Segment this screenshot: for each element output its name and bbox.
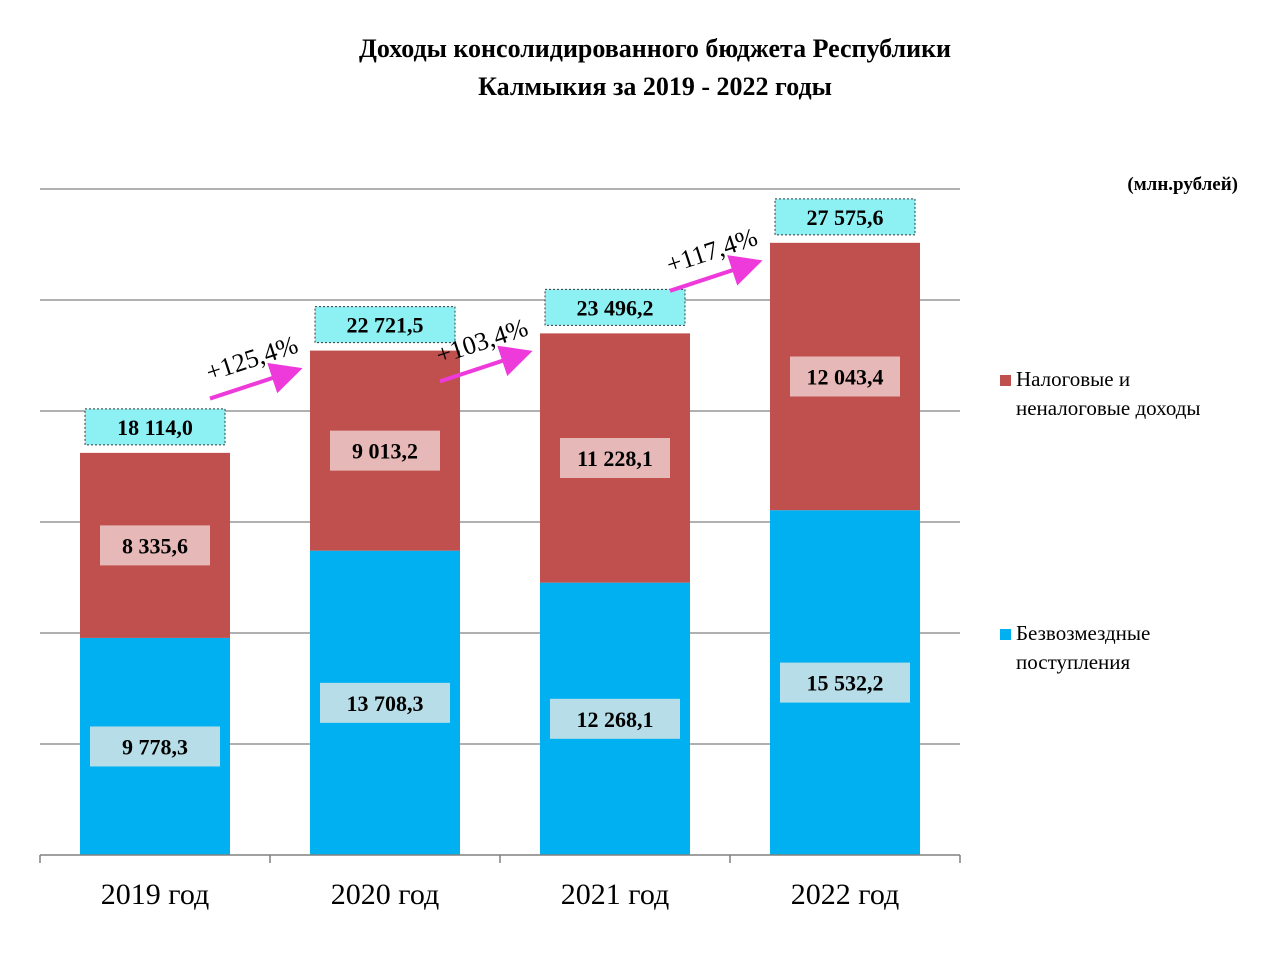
total-label-box xyxy=(774,198,916,236)
legend-swatch xyxy=(1000,629,1011,640)
data-label: 12 268,1 xyxy=(577,707,654,732)
data-label: 15 532,2 xyxy=(807,671,884,696)
x-tick-label: 2021 год xyxy=(561,878,669,911)
data-label-box xyxy=(90,726,220,767)
data-label: 8 335,6 xyxy=(122,533,188,558)
growth-label: +125,4% xyxy=(202,330,301,387)
total-label-box xyxy=(314,306,456,344)
total-label: 23 496,2 xyxy=(577,295,654,320)
total-label: 22 721,5 xyxy=(347,313,424,338)
chart-title-line-1: Доходы консолидированного бюджета Респуб… xyxy=(359,34,951,63)
data-label: 12 043,4 xyxy=(807,365,884,390)
legend-label: неналоговые доходы xyxy=(1016,396,1201,420)
unit-label: (млн.рублей) xyxy=(1127,174,1238,195)
total-label: 18 114,0 xyxy=(117,415,193,440)
total-label: 27 575,6 xyxy=(807,205,884,230)
data-label-box xyxy=(330,430,440,471)
total-label-box xyxy=(544,288,686,326)
x-tick-label: 2019 год xyxy=(101,878,209,911)
data-label: 13 708,3 xyxy=(347,691,424,716)
data-label-box xyxy=(550,698,680,739)
data-label-box xyxy=(100,525,210,566)
legend-label: Налоговые и xyxy=(1016,367,1130,391)
data-label-box xyxy=(790,356,900,397)
legend-label: поступления xyxy=(1016,650,1130,674)
x-tick-label: 2020 год xyxy=(331,878,439,911)
data-label: 11 228,1 xyxy=(577,446,653,471)
legend-label: Безвозмездные xyxy=(1016,621,1150,645)
data-label-box xyxy=(320,682,450,723)
growth-arrow xyxy=(439,345,533,384)
growth-arrow xyxy=(209,362,303,401)
data-label: 9 778,3 xyxy=(122,734,188,759)
data-label-box xyxy=(560,438,670,479)
chart-title: Доходы консолидированного бюджета Респуб… xyxy=(359,34,951,101)
legend: Налоговые и неналоговые доходы Безвозмездн… xyxy=(1000,367,1201,674)
data-label-box xyxy=(780,662,910,703)
total-label-box xyxy=(84,408,226,446)
growth-arrow xyxy=(669,255,763,293)
x-tick-label: 2022 год xyxy=(791,878,899,911)
segment-labels: 9 778,3 8 335,6 13 708,3 9 013,2 12 268,1 11 … xyxy=(90,356,910,767)
total-labels: 18 114,0 22 721,5 23 496,2 27 575,6 xyxy=(84,198,916,446)
growth-label: +117,4% xyxy=(663,222,761,279)
legend-swatch xyxy=(1000,375,1011,386)
data-label: 9 013,2 xyxy=(352,439,418,464)
chart-title-line-2: Калмыкия за 2019 - 2022 годы xyxy=(478,72,832,101)
x-axis: 2019 год 2020 год 2021 год 2022 год xyxy=(39,854,961,911)
